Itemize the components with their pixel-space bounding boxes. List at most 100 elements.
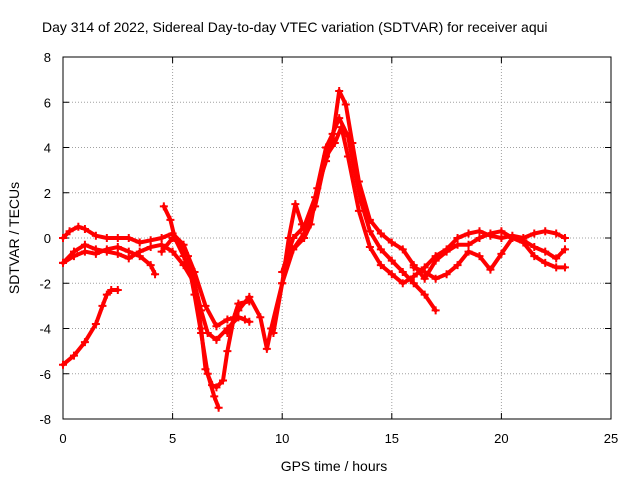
y-tick-label: 6: [44, 95, 51, 110]
data-point: [190, 279, 199, 288]
data-point: [530, 252, 539, 261]
data-point: [65, 227, 74, 236]
data-point: [541, 227, 550, 236]
data-point: [409, 263, 418, 272]
data-point: [387, 238, 396, 247]
data-point: [157, 234, 166, 242]
data-point: [497, 234, 506, 242]
data-point: [552, 229, 561, 238]
series-trace-6: [61, 242, 252, 342]
data-point: [234, 299, 243, 308]
data-point: [135, 238, 144, 247]
data-point: [398, 245, 407, 254]
data-point: [341, 100, 350, 109]
data-point: [289, 234, 298, 242]
y-tick-label: -2: [39, 276, 51, 291]
data-point: [365, 227, 374, 236]
data-point: [168, 247, 177, 256]
data-point: [256, 313, 265, 322]
data-point: [335, 86, 344, 95]
data-point: [223, 315, 232, 324]
data-point: [431, 274, 440, 283]
data-point: [398, 267, 407, 276]
data-point: [219, 376, 228, 385]
series-trace-3: [61, 245, 158, 277]
data-point: [420, 267, 429, 276]
data-point: [80, 247, 89, 256]
x-axis-label: GPS time / hours: [281, 458, 388, 474]
data-point: [442, 245, 451, 254]
data-point: [159, 202, 168, 211]
data-point: [560, 263, 569, 272]
data-point: [80, 240, 89, 249]
y-tick-label: -8: [39, 412, 51, 427]
data-point: [166, 215, 175, 224]
data-point: [135, 247, 144, 256]
data-point: [431, 252, 440, 261]
data-point: [335, 114, 344, 123]
data-point: [102, 247, 111, 256]
data-point: [157, 240, 166, 249]
x-tick-label: 0: [59, 431, 66, 446]
data-point: [560, 234, 569, 242]
y-tick-label: 8: [44, 50, 51, 65]
data-point: [508, 234, 517, 242]
data-point: [223, 329, 232, 338]
data-point: [269, 329, 278, 338]
data-point: [151, 270, 160, 279]
data-point: [69, 247, 78, 256]
markers-trace-11: [409, 234, 569, 283]
data-point: [376, 261, 385, 270]
data-point: [212, 322, 221, 331]
data-point: [387, 256, 396, 265]
data-point: [330, 138, 339, 147]
data-point: [59, 234, 67, 242]
x-tick-label: 10: [275, 431, 289, 446]
data-point: [262, 344, 271, 353]
data-point: [74, 222, 83, 231]
data-point: [245, 292, 254, 301]
data-point: [80, 338, 89, 347]
data-point: [289, 245, 298, 254]
data-point: [387, 270, 396, 279]
series-trace-2: [61, 224, 247, 329]
data-point: [409, 279, 418, 288]
x-tick-label: 20: [494, 431, 508, 446]
data-point: [409, 272, 418, 281]
data-point: [201, 301, 210, 310]
data-point: [475, 234, 484, 242]
data-point: [354, 206, 363, 215]
data-point: [552, 254, 561, 263]
data-point: [245, 317, 254, 326]
data-point: [146, 243, 155, 252]
y-tick-label: 2: [44, 186, 51, 201]
series-trace-8: [271, 88, 567, 335]
data-point: [210, 392, 219, 401]
data-point: [278, 267, 287, 276]
data-point: [337, 123, 346, 132]
data-point: [376, 229, 385, 238]
data-point: [197, 306, 206, 315]
data-point: [530, 229, 539, 238]
y-axis-label: SDTVAR / TECUs: [6, 182, 22, 294]
data-point: [157, 247, 166, 256]
data-point: [530, 243, 539, 252]
y-tick-label: -6: [39, 367, 51, 382]
data-point: [212, 335, 221, 344]
data-point: [300, 229, 309, 238]
data-point: [497, 249, 506, 258]
markers-trace-2: [59, 222, 249, 331]
data-point: [519, 236, 528, 245]
markers-trace-1: [59, 286, 122, 369]
x-tick-label: 25: [604, 431, 618, 446]
chart-title: Day 314 of 2022, Sidereal Day-to-day VTE…: [42, 19, 548, 35]
data-point: [560, 245, 569, 254]
data-point: [203, 329, 212, 338]
data-point: [311, 202, 320, 211]
data-point: [124, 234, 133, 242]
data-point: [291, 200, 300, 209]
data-point: [420, 274, 429, 283]
data-point: [113, 243, 122, 252]
data-point: [541, 247, 550, 256]
series-trace-10: [291, 125, 567, 286]
